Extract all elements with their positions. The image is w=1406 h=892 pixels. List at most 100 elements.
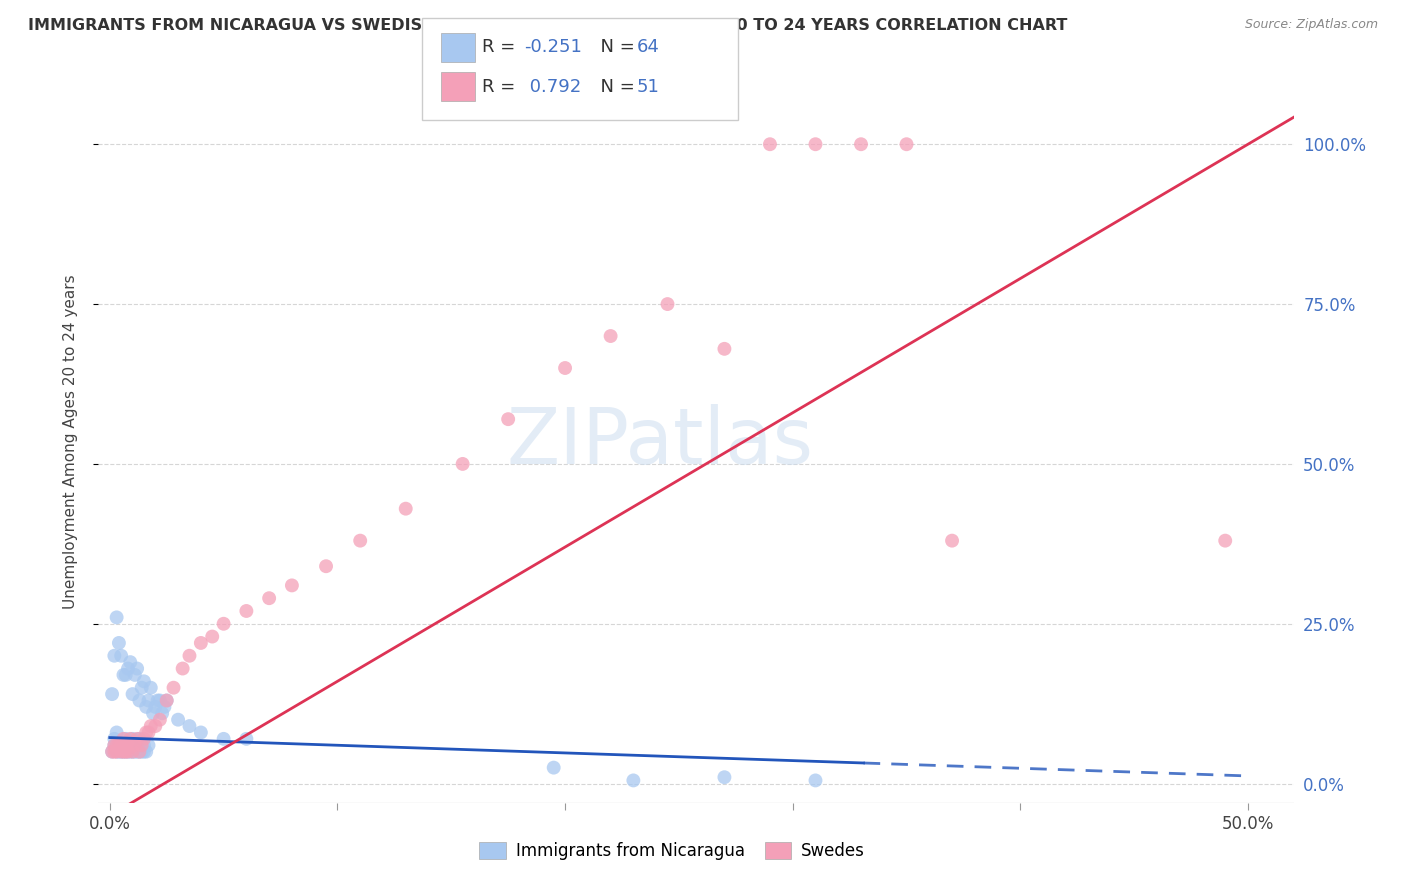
Point — [713, 342, 735, 356]
Point — [128, 745, 150, 759]
Text: N =: N = — [589, 38, 641, 56]
Text: 0.792: 0.792 — [524, 78, 582, 95]
Text: -0.251: -0.251 — [524, 38, 582, 56]
Point — [117, 745, 139, 759]
Point — [110, 738, 132, 752]
Point — [142, 706, 165, 721]
Point — [149, 693, 172, 707]
Point — [103, 648, 125, 663]
Legend: Immigrants from Nicaragua, Swedes: Immigrants from Nicaragua, Swedes — [472, 835, 872, 867]
Point — [105, 725, 128, 739]
Point — [139, 681, 162, 695]
Point — [135, 699, 157, 714]
Point — [105, 745, 128, 759]
Point — [105, 738, 128, 752]
Point — [121, 745, 143, 759]
Point — [114, 745, 136, 759]
Point — [849, 137, 872, 152]
Point — [138, 725, 160, 739]
Point — [138, 693, 160, 707]
Point — [315, 559, 337, 574]
Point — [135, 745, 157, 759]
Point — [128, 731, 150, 746]
Point — [132, 731, 155, 746]
Point — [110, 738, 132, 752]
Point — [132, 738, 155, 752]
Point — [496, 412, 519, 426]
Point — [108, 738, 131, 752]
Point — [451, 457, 474, 471]
Point — [120, 731, 142, 746]
Point — [114, 668, 136, 682]
Point — [127, 745, 149, 759]
Point — [121, 745, 143, 759]
Point — [117, 745, 139, 759]
Point — [112, 668, 135, 682]
Point — [114, 738, 136, 752]
Point — [101, 687, 124, 701]
Point — [124, 668, 146, 682]
Point — [103, 745, 125, 759]
Point — [190, 725, 212, 739]
Point — [235, 731, 257, 746]
Point — [108, 745, 131, 759]
Point — [110, 745, 132, 759]
Text: 64: 64 — [637, 38, 659, 56]
Point — [143, 719, 166, 733]
Point — [112, 745, 135, 759]
Point — [127, 731, 149, 746]
Point — [120, 655, 142, 669]
Point — [103, 731, 125, 746]
Point — [146, 693, 169, 707]
Point — [131, 745, 153, 759]
Point — [1213, 533, 1236, 548]
Point — [117, 738, 139, 752]
Text: ZIPatlas: ZIPatlas — [506, 403, 814, 480]
Text: R =: R = — [482, 38, 522, 56]
Point — [190, 636, 212, 650]
Point — [112, 745, 135, 759]
Point — [127, 738, 149, 752]
Point — [162, 681, 184, 695]
Point — [128, 745, 150, 759]
Point — [101, 745, 124, 759]
Point — [941, 533, 963, 548]
Point — [759, 137, 782, 152]
Point — [281, 578, 304, 592]
Point — [621, 773, 644, 788]
Point — [132, 674, 155, 689]
Point — [124, 738, 146, 752]
Point — [139, 719, 162, 733]
Point — [395, 501, 418, 516]
Point — [257, 591, 280, 606]
Point — [599, 329, 621, 343]
Point — [105, 610, 128, 624]
Point — [143, 699, 166, 714]
Point — [114, 745, 136, 759]
Text: R =: R = — [482, 78, 522, 95]
Point — [110, 745, 132, 759]
Point — [896, 137, 918, 152]
Point — [349, 533, 371, 548]
Point — [657, 297, 679, 311]
Point — [212, 616, 235, 631]
Point — [103, 738, 125, 752]
Point — [179, 719, 201, 733]
Point — [114, 731, 136, 746]
Point — [212, 731, 235, 746]
Point — [153, 699, 176, 714]
Point — [804, 137, 827, 152]
Point — [117, 661, 139, 675]
Point — [121, 687, 143, 701]
Point — [117, 738, 139, 752]
Point — [127, 661, 149, 675]
Point — [138, 738, 160, 752]
Point — [124, 745, 146, 759]
Point — [150, 706, 173, 721]
Point — [135, 725, 157, 739]
Text: N =: N = — [589, 78, 641, 95]
Point — [110, 648, 132, 663]
Point — [201, 630, 224, 644]
Point — [156, 693, 179, 707]
Point — [101, 745, 124, 759]
